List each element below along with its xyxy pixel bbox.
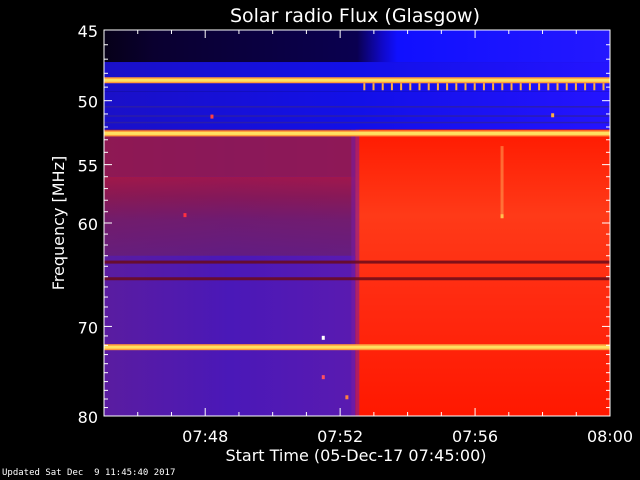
y-tick-label: 55 [78,157,98,176]
x-tick-label: 07:56 [452,427,498,446]
comb-mark [409,83,412,91]
dark-band [104,277,610,281]
comb-mark [427,83,430,91]
y-axis-label: Frequency [MHz] [49,156,68,290]
comb-mark [565,83,568,91]
comb-mark [593,83,596,91]
speckle [183,213,187,218]
comb-mark [381,83,384,91]
comb-mark [455,83,458,91]
comb-mark [363,83,366,91]
speckle [500,214,504,219]
comb-mark [400,83,403,91]
faint-streak [104,121,610,124]
speckle [345,395,349,400]
region-top [104,30,610,63]
comb-mark [538,83,541,91]
y-tick-label: 50 [78,93,98,112]
comb-mark [574,83,577,91]
x-tick-label: 07:52 [317,427,363,446]
speckle [551,113,555,118]
faint-streak [104,106,610,108]
comb-mark [492,83,495,91]
x-axis: 07:48 07:52 07:56 08:00 [103,30,633,446]
comb-mark [602,83,605,91]
comb-mark [547,83,550,91]
updated-timestamp: Updated Sat Dec 9 11:45:40 2017 [2,468,176,478]
comb-mark [584,83,587,91]
region-blue-band-lower [104,91,610,130]
chart-title: Solar radio Flux (Glasgow) [230,5,480,27]
y-tick-label: 80 [78,408,98,427]
vertical-stripe [500,146,504,218]
speckle [210,114,214,119]
comb-mark [390,83,393,91]
y-tick-label: 45 [78,22,98,41]
bright-band-core [104,131,610,135]
y-tick-label: 70 [78,318,98,337]
comb-mark [519,83,522,91]
spectrogram-image [104,30,610,416]
faint-streak [104,115,610,117]
comb-mark [464,83,467,91]
bright-band-core [104,78,610,82]
transition-edge [351,129,360,416]
comb-mark [510,83,513,91]
bright-band-core [104,345,610,349]
comb-mark [436,83,439,91]
speckle [321,335,325,340]
comb-mark [528,83,531,91]
comb-mark [556,83,559,91]
comb-mark [418,83,421,91]
x-tick-label: 08:00 [587,427,633,446]
y-tick-label: 60 [78,215,98,234]
comb-mark [446,83,449,91]
comb-mark [501,83,504,91]
comb-mark [473,83,476,91]
region-blue-band [104,62,610,92]
dark-band [104,260,610,264]
y-axis: 45 50 55 60 70 80 [78,22,610,427]
region-post-burst [355,129,610,416]
region-pre-burst-mid [104,176,356,256]
region-pre-burst-upper [104,129,356,177]
comb-mark [372,83,375,91]
x-tick-label: 07:48 [182,427,228,446]
x-axis-label: Start Time (05-Dec-17 07:45:00) [225,446,486,465]
comb-mark [482,83,485,91]
speckle [321,375,325,380]
